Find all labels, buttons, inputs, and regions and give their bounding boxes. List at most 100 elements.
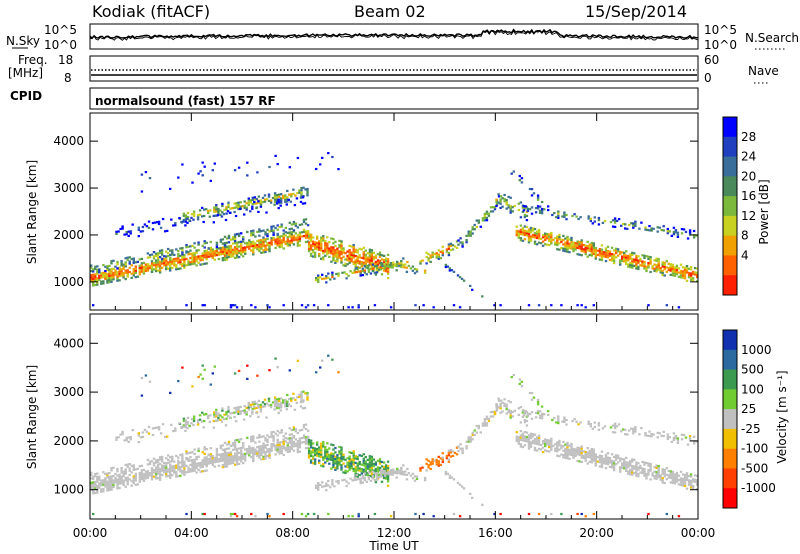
echo-cell xyxy=(548,233,551,236)
echo-cell xyxy=(655,475,658,478)
echo-cell xyxy=(296,451,300,454)
echo-cell xyxy=(592,246,595,249)
echo-cell xyxy=(276,429,279,433)
echo-cell xyxy=(280,239,283,242)
echo-cell xyxy=(284,440,287,443)
echo-cell xyxy=(183,264,186,267)
echo-cell xyxy=(231,238,235,241)
echo-cell xyxy=(342,453,345,456)
echo-cell xyxy=(196,423,200,426)
echo-cell xyxy=(590,456,593,459)
echo-cell xyxy=(223,459,227,462)
velocity-colorbar-tick: -100 xyxy=(741,442,768,456)
echo-cell xyxy=(158,260,162,263)
echo-cell xyxy=(354,472,357,475)
echo-cell xyxy=(471,433,474,437)
echo-cell xyxy=(389,471,392,474)
echo-cell xyxy=(169,476,172,479)
echo-cell xyxy=(598,465,602,468)
echo-cell xyxy=(356,268,359,271)
echo-cell xyxy=(94,483,97,486)
echo-cell xyxy=(527,304,531,307)
echo-cell xyxy=(116,470,119,473)
power-colorbar-tick: 20 xyxy=(741,169,756,183)
echo-cell xyxy=(461,449,464,452)
echo-cell xyxy=(616,248,620,251)
echo-cell xyxy=(586,255,589,258)
beam-title: Beam 02 xyxy=(354,2,426,21)
echo-cell xyxy=(659,478,662,481)
echo-cell xyxy=(692,442,696,445)
echo-cell xyxy=(171,465,174,468)
echo-cell xyxy=(584,306,587,309)
echo-cell xyxy=(183,473,186,476)
echo-cell xyxy=(312,304,316,307)
echo-cell xyxy=(572,245,575,248)
echo-cell xyxy=(132,477,135,480)
echo-cell xyxy=(272,444,275,448)
echo-cell xyxy=(132,481,135,485)
echo-cell xyxy=(165,464,168,467)
echo-cell xyxy=(136,467,139,470)
echo-cell xyxy=(254,448,257,451)
echo-cell xyxy=(288,235,291,238)
echo-cell xyxy=(465,234,468,237)
echo-cell xyxy=(619,250,622,253)
echo-cell xyxy=(312,512,316,516)
echo-cell xyxy=(320,249,323,252)
echo-cell xyxy=(435,463,438,466)
echo-cell xyxy=(254,235,257,238)
echo-cell xyxy=(177,464,180,467)
echo-cell xyxy=(649,467,652,470)
echo-cell xyxy=(90,269,93,273)
echo-cell xyxy=(201,465,204,468)
echo-cell xyxy=(675,478,679,481)
echo-cell xyxy=(163,464,166,467)
echo-cell xyxy=(205,458,208,461)
echo-cell xyxy=(691,484,695,487)
echo-cell xyxy=(227,451,231,454)
power-colorbar-swatch xyxy=(723,176,737,197)
echo-cell xyxy=(529,226,533,230)
echo-cell xyxy=(223,463,227,466)
echo-cell xyxy=(302,218,306,221)
echo-cell xyxy=(367,478,371,481)
echo-cell xyxy=(375,478,379,481)
echo-cell xyxy=(275,194,279,197)
echo-cell xyxy=(489,415,493,418)
echo-cell xyxy=(240,455,243,458)
echo-cell xyxy=(629,263,632,267)
echo-cell xyxy=(270,445,273,448)
echo-cell xyxy=(152,261,156,265)
echo-cell xyxy=(278,239,281,242)
echo-cell xyxy=(215,415,218,418)
echo-cell xyxy=(515,229,518,232)
echo-cell xyxy=(453,245,457,248)
echo-cell xyxy=(421,466,424,469)
echo-cell xyxy=(156,269,160,272)
echo-cell xyxy=(173,262,176,265)
velocity-colorbar-tick: -25 xyxy=(741,422,761,436)
echo-cell xyxy=(120,260,123,263)
echo-cell xyxy=(635,261,638,264)
echo-cell xyxy=(675,474,679,477)
echo-cell xyxy=(219,213,222,216)
echo-cell xyxy=(270,225,273,228)
echo-cell xyxy=(160,469,164,472)
echo-cell xyxy=(334,253,337,256)
echo-cell xyxy=(580,452,583,455)
echo-cell xyxy=(201,215,204,218)
echo-cell xyxy=(334,457,337,461)
echo-cell xyxy=(676,235,680,238)
echo-cell xyxy=(495,408,499,411)
echo-cell xyxy=(633,252,636,255)
echo-cell xyxy=(340,248,343,251)
echo-cell xyxy=(240,446,243,449)
echo-cell xyxy=(544,236,547,239)
echo-cell xyxy=(522,205,526,208)
echo-cell xyxy=(177,259,180,262)
echo-cell xyxy=(649,260,652,263)
echo-cell xyxy=(309,441,313,444)
echo-cell xyxy=(106,279,109,282)
echo-cell xyxy=(203,242,206,245)
